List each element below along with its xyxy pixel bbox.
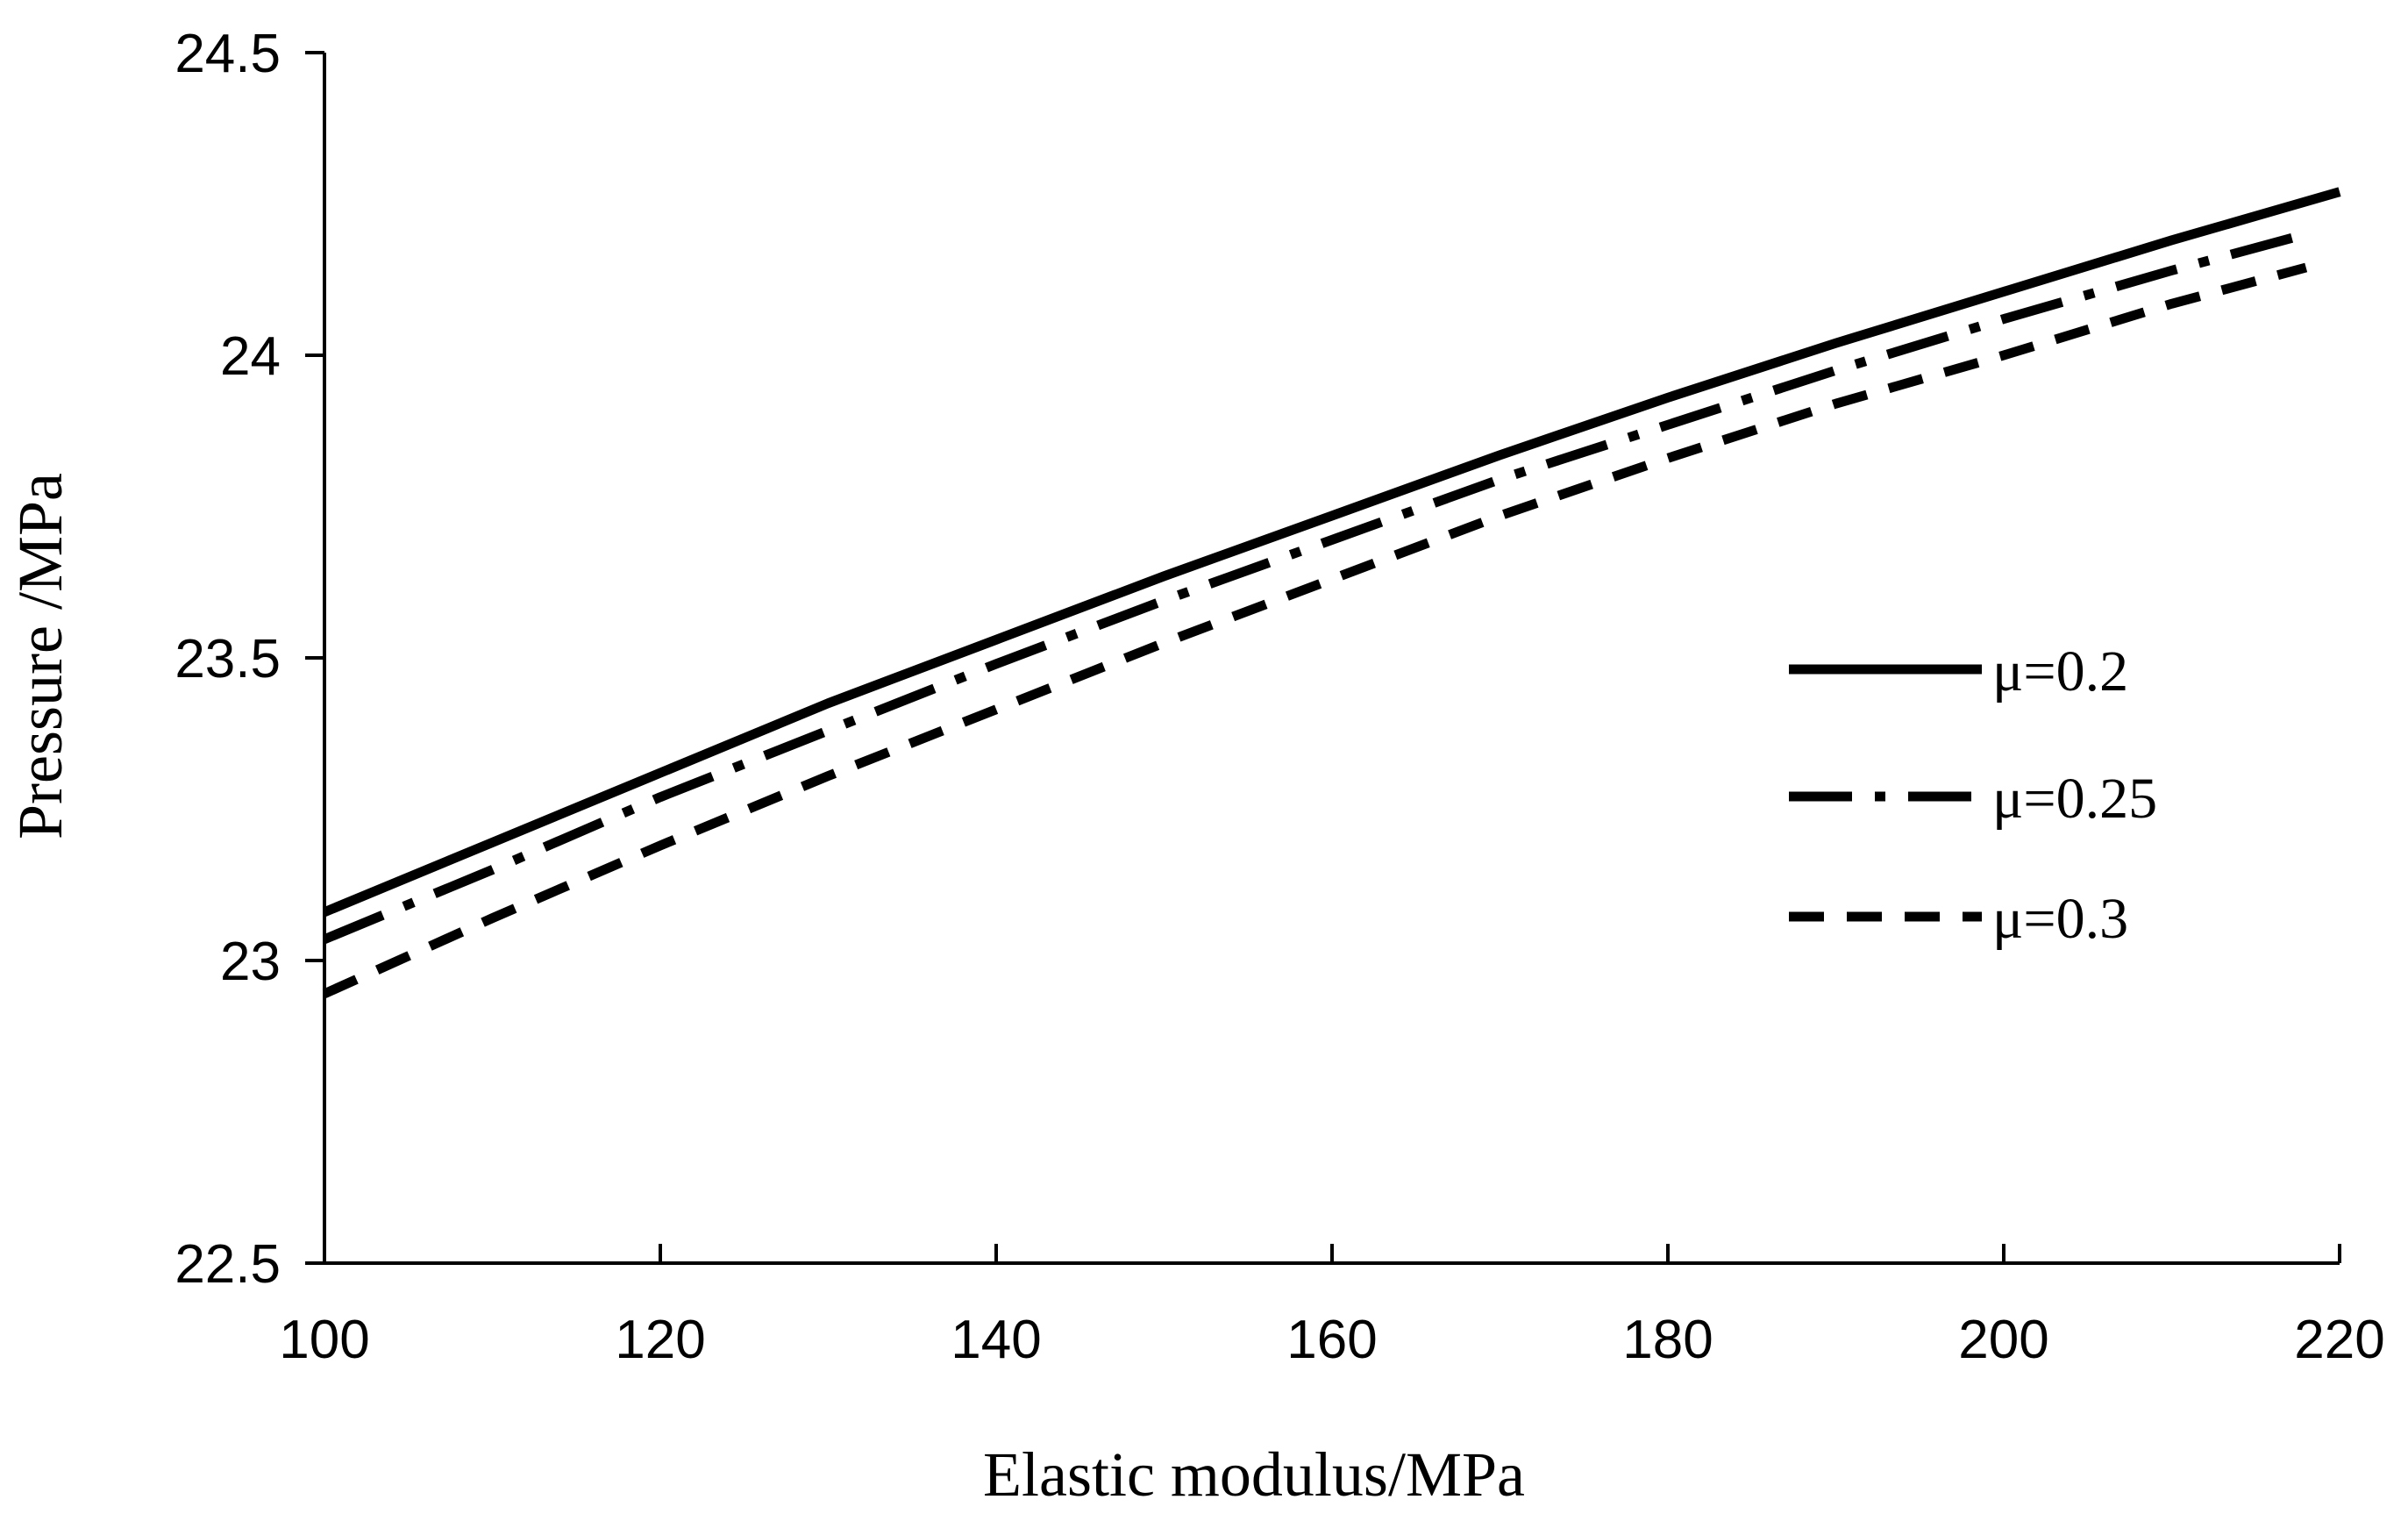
series-line-solid bbox=[322, 187, 2341, 917]
series-line-dashed bbox=[322, 262, 2308, 998]
legend-label: μ=0.2 bbox=[1992, 639, 2128, 703]
legend-label: μ=0.25 bbox=[1992, 767, 2157, 831]
y-tick-label: 23.5 bbox=[175, 629, 281, 689]
y-tick-label: 23 bbox=[220, 932, 281, 992]
series-line-dash-dot bbox=[322, 229, 2308, 944]
x-tick-label: 100 bbox=[279, 1310, 369, 1370]
y-ticks: 22.5 23 23.5 24 24.5 bbox=[175, 24, 324, 1295]
x-tick-label: 120 bbox=[615, 1310, 705, 1370]
x-tick-label: 220 bbox=[2294, 1310, 2384, 1370]
x-tick-label: 140 bbox=[951, 1310, 1041, 1370]
x-tick-label: 200 bbox=[1958, 1310, 2048, 1370]
legend: μ=0.2 μ=0.25 μ=0.3 bbox=[1789, 639, 2157, 951]
x-tick-label: 180 bbox=[1622, 1310, 1713, 1370]
series-group bbox=[322, 187, 2341, 998]
y-tick-label: 24 bbox=[220, 326, 281, 387]
y-axis-title: Pressure /MPa bbox=[5, 473, 75, 839]
y-tick-label: 24.5 bbox=[175, 24, 281, 84]
x-tick-label: 160 bbox=[1286, 1310, 1377, 1370]
axes: 100 120 140 160 180 200 220 22.5 23 23.5 24 24.5 bbox=[175, 24, 2384, 1370]
x-axis-title: Elastic modulus/MPa bbox=[983, 1439, 1525, 1510]
legend-label: μ=0.3 bbox=[1992, 887, 2128, 951]
y-tick-label: 22.5 bbox=[175, 1234, 281, 1295]
x-ticks: 100 120 140 160 180 200 220 bbox=[279, 1244, 2385, 1370]
